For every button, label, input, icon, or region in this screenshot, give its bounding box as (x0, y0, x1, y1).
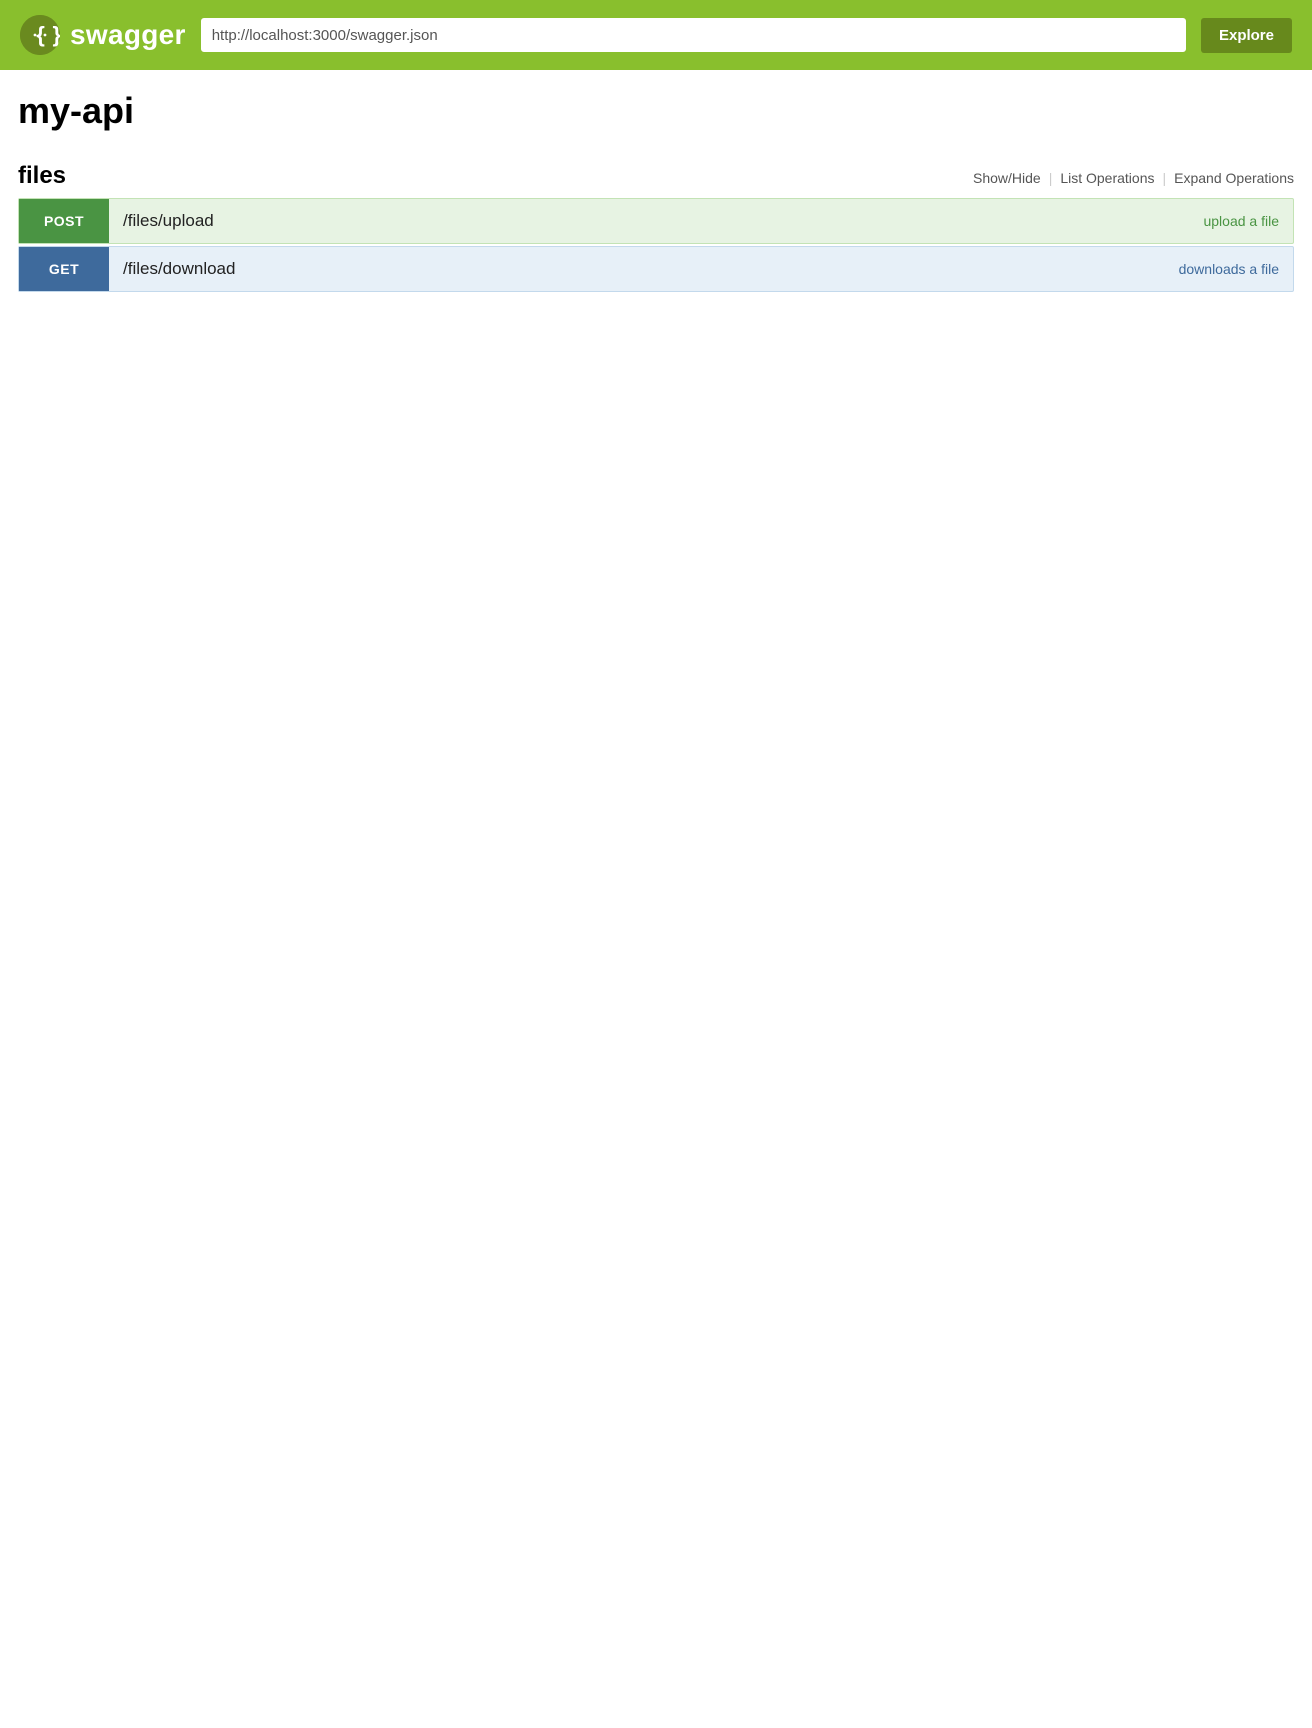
svg-text:}: } (52, 22, 60, 47)
